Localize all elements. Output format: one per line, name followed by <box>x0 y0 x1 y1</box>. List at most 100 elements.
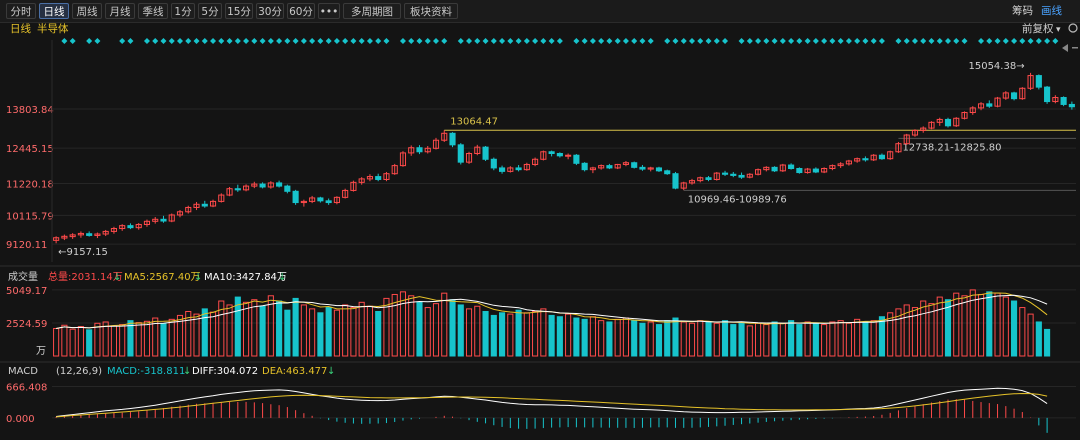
tab-10[interactable]: ••• <box>318 3 340 19</box>
candle <box>1068 103 1075 108</box>
tab-4[interactable]: 季线 <box>138 3 168 19</box>
volume-bar <box>300 304 307 357</box>
volume-bar <box>53 328 60 357</box>
fuquan-selector[interactable]: 前复权 <box>1022 22 1054 35</box>
candle <box>969 107 976 114</box>
tab-0[interactable]: 分时 <box>6 3 36 19</box>
resistance-label: 13064.47 <box>450 116 498 127</box>
tab-6[interactable]: 5分 <box>198 3 222 19</box>
diff-line <box>56 387 1048 417</box>
volume-bar <box>416 301 423 357</box>
chevron-down-icon[interactable]: ▾ <box>1056 25 1061 35</box>
signal-diamond-icon <box>375 38 382 44</box>
signal-diamond-icon <box>466 38 473 44</box>
candle <box>647 167 654 170</box>
candle <box>193 203 200 208</box>
volume-bar <box>474 305 481 357</box>
tab-2[interactable]: 周线 <box>72 3 102 19</box>
volume-bar <box>688 322 696 357</box>
diff-value: DIFF:304.072 <box>192 366 258 377</box>
signal-diamond-icon <box>821 38 828 44</box>
candle <box>1035 75 1042 88</box>
signal-diamond-icon <box>201 38 208 44</box>
candle <box>705 177 712 180</box>
candle <box>218 194 225 202</box>
tab-5[interactable]: 1分 <box>171 3 195 19</box>
candle <box>664 170 671 175</box>
volume-bar <box>408 295 415 357</box>
candle <box>1027 75 1034 89</box>
tab-9[interactable]: 60分 <box>287 3 315 19</box>
volume-bar <box>350 307 357 357</box>
tab-11[interactable]: 多周期图 <box>343 3 401 19</box>
signal-diamond-icon <box>210 38 217 44</box>
candle <box>292 190 299 204</box>
volume-bar <box>309 308 316 357</box>
candle <box>755 169 762 175</box>
refresh-icon[interactable] <box>1068 23 1078 33</box>
signal-diamond-icon <box>945 38 951 44</box>
volume-bar <box>903 304 910 357</box>
signal-diamond-icon <box>953 38 960 44</box>
signal-diamond-icon <box>218 38 225 44</box>
signal-diamond-icon <box>325 38 332 44</box>
candle <box>532 158 539 165</box>
tab-3[interactable]: 月线 <box>105 3 135 19</box>
back-arrow-icon[interactable] <box>1062 44 1068 52</box>
minus-icon[interactable] <box>1072 47 1078 49</box>
volume-bar <box>284 309 291 357</box>
y-tick-label: 666.408 <box>6 383 47 394</box>
tab-7[interactable]: 15分 <box>225 3 253 19</box>
candle <box>507 167 514 172</box>
candle <box>259 183 266 188</box>
candle <box>490 158 497 169</box>
signal-diamond-icon <box>598 38 605 44</box>
volume-bar <box>86 329 93 357</box>
chips-button[interactable]: 筹码 <box>1012 5 1033 17</box>
volume-bar <box>366 305 373 357</box>
signal-diamond-icon <box>722 38 729 44</box>
candle <box>771 166 778 172</box>
volume-bar <box>185 310 192 357</box>
candle <box>432 139 440 149</box>
signal-diamond-icon <box>243 38 250 44</box>
signal-diamond-icon <box>862 38 869 44</box>
signal-diamond-icon <box>903 38 910 44</box>
candle <box>143 220 151 225</box>
candle <box>581 162 588 171</box>
down-arrow-icon: ↓ <box>183 366 191 377</box>
signal-diamond-icon <box>680 38 687 44</box>
tab-1[interactable]: 日线 <box>39 3 69 19</box>
signal-diamond-icon <box>631 38 638 44</box>
signal-diamond-icon <box>276 38 283 44</box>
tab-12[interactable]: 板块资料 <box>404 3 458 19</box>
candle <box>540 151 547 160</box>
signal-diamond-icon <box>168 38 175 44</box>
signal-diamond-icon <box>672 38 679 44</box>
volume-bar <box>680 321 687 357</box>
signal-diamond-icon <box>606 38 613 44</box>
candle <box>457 144 464 163</box>
volume-bar <box>738 321 745 357</box>
volume-bar <box>878 316 885 357</box>
candle <box>548 151 555 154</box>
candle <box>614 163 621 169</box>
volume-total: 总量:2031.14万 <box>48 270 123 283</box>
draw-line-button[interactable]: 画线 <box>1041 5 1062 17</box>
candle <box>920 127 927 131</box>
signal-diamond-icon <box>515 38 522 44</box>
signal-diamond-icon <box>812 38 819 44</box>
candle <box>375 176 382 180</box>
signal-diamond-icon <box>94 38 101 44</box>
y-tick-label: 9120.11 <box>6 240 47 251</box>
volume-bar <box>631 320 638 357</box>
signal-diamond-icon <box>845 38 852 44</box>
candle <box>589 167 596 171</box>
candle <box>763 166 770 171</box>
tab-8[interactable]: 30分 <box>256 3 284 19</box>
volume-bar <box>193 313 200 357</box>
candle <box>119 225 126 230</box>
volume-bar <box>812 322 819 357</box>
signal-diamond-icon <box>300 38 307 44</box>
candle <box>383 173 390 180</box>
